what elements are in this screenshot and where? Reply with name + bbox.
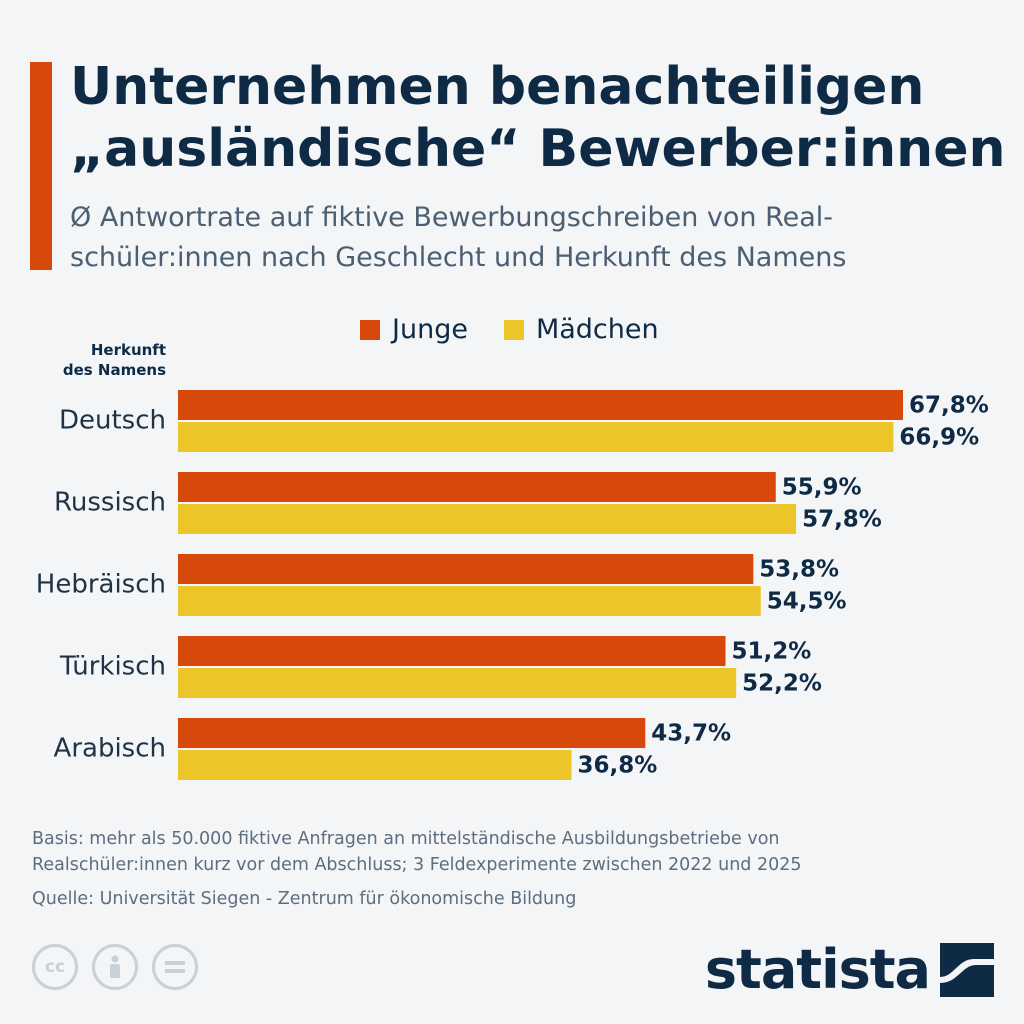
legend-item-maedchen: Mädchen bbox=[503, 314, 659, 345]
bar-chart: Deutsch 67,8% 66,9% Russisch 55,9% 57,8% Hebrä… bbox=[36, 390, 989, 780]
bar-maedchen bbox=[178, 422, 894, 452]
basis-line-2: Realschüler:innen kurz vor dem Abschluss… bbox=[32, 855, 802, 875]
category-label: Deutsch bbox=[59, 406, 166, 436]
chart-legend: Junge Mädchen bbox=[360, 314, 695, 345]
chart-subtitle: Ø Antwortrate auf fiktive Bewerbungschre… bbox=[70, 198, 1010, 278]
bar-junge bbox=[178, 636, 726, 666]
subtitle-line-2: schüler:innen nach Geschlecht und Herkun… bbox=[70, 242, 847, 273]
bar-maedchen bbox=[178, 504, 797, 534]
subtitle-line-1: Ø Antwortrate auf fiktive Bewerbungschre… bbox=[70, 202, 834, 233]
legend-swatch-junge bbox=[360, 319, 380, 340]
title-line-2: „ausländische“ Bewerber:innen bbox=[70, 119, 1006, 179]
equals-icon[interactable] bbox=[152, 944, 198, 990]
license-icons: cc bbox=[32, 944, 212, 990]
bar-junge bbox=[178, 718, 646, 748]
legend-swatch-maedchen bbox=[503, 319, 524, 340]
legend-item-junge: Junge bbox=[360, 314, 468, 345]
person-icon[interactable] bbox=[92, 944, 138, 990]
category-label: Arabisch bbox=[54, 734, 166, 764]
statista-wordmark: statista bbox=[704, 938, 931, 1001]
chart-title: Unternehmen benachteiligen „ausländische… bbox=[70, 56, 1010, 180]
value-label: 43,7% bbox=[651, 721, 731, 747]
legend-label-junge: Junge bbox=[392, 314, 468, 345]
basis-line-1: Basis: mehr als 50.000 fiktive Anfragen … bbox=[32, 829, 780, 849]
value-label: 66,9% bbox=[899, 425, 979, 451]
bar-junge bbox=[178, 390, 903, 420]
accent-bar bbox=[30, 62, 52, 270]
bar-maedchen bbox=[178, 586, 761, 616]
cc-icon[interactable]: cc bbox=[32, 944, 78, 990]
category-label: Russisch bbox=[54, 488, 166, 518]
value-label: 52,2% bbox=[742, 671, 822, 697]
category-label: Hebräisch bbox=[36, 570, 166, 600]
value-label: 51,2% bbox=[731, 639, 811, 665]
value-label: 54,5% bbox=[767, 589, 847, 615]
category-label: Türkisch bbox=[59, 652, 166, 682]
y-axis-title: Herkunft des Namens bbox=[20, 340, 166, 380]
legend-label-maedchen: Mädchen bbox=[535, 314, 659, 345]
bar-junge bbox=[178, 554, 754, 584]
statista-brand[interactable]: statista bbox=[705, 938, 994, 1001]
bar-maedchen bbox=[178, 668, 737, 698]
statista-logo-icon bbox=[940, 942, 994, 997]
y-axis-title-line-2: des Namens bbox=[62, 361, 166, 379]
value-label: 53,8% bbox=[759, 557, 839, 583]
value-label: 67,8% bbox=[909, 393, 989, 419]
source-note: Quelle: Universität Siegen - Zentrum für… bbox=[32, 889, 577, 909]
value-label: 55,9% bbox=[782, 475, 862, 501]
title-line-1: Unternehmen benachteiligen bbox=[70, 57, 925, 117]
bar-junge bbox=[178, 472, 776, 502]
value-label: 57,8% bbox=[802, 507, 882, 533]
value-label: 36,8% bbox=[578, 753, 658, 779]
y-axis-title-line-1: Herkunft bbox=[90, 341, 166, 359]
bar-maedchen bbox=[178, 750, 572, 780]
footnote: Basis: mehr als 50.000 fiktive Anfragen … bbox=[32, 826, 992, 912]
